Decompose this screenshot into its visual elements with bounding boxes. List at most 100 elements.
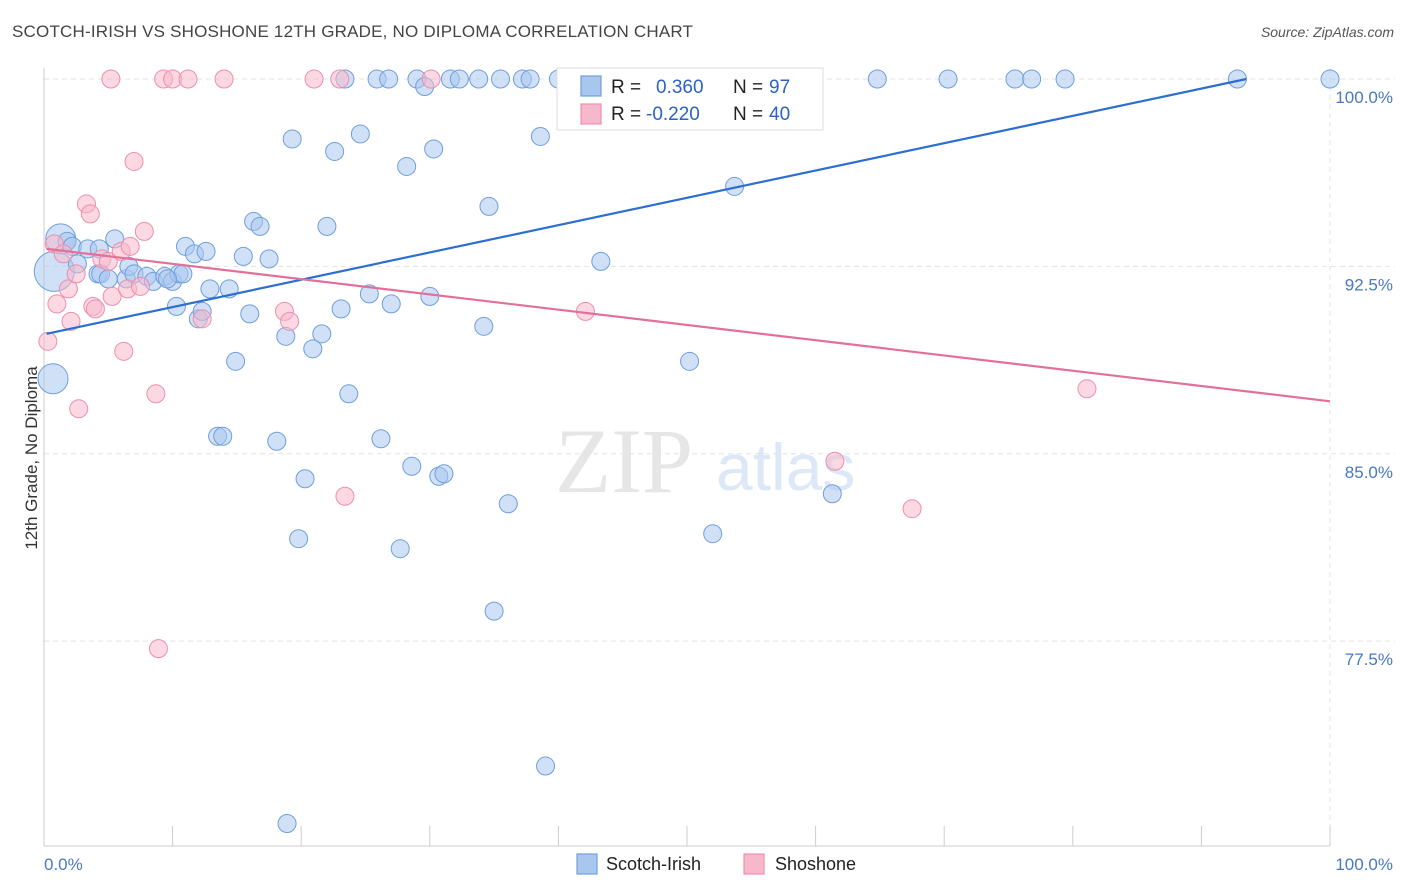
scotch-irish-point xyxy=(295,469,315,489)
shoshone-point xyxy=(1077,379,1097,399)
scotch-irish-point xyxy=(822,484,842,504)
legend-n-label-1: N = xyxy=(733,77,763,98)
scotch-irish-point xyxy=(277,814,297,834)
watermark-zip: ZIP xyxy=(555,410,693,512)
scotch-irish-point xyxy=(339,384,359,404)
shoshone-point xyxy=(192,309,212,329)
scotch-irish-point xyxy=(680,351,700,371)
shoshone-point xyxy=(47,294,67,314)
shoshone-point xyxy=(304,69,324,89)
scotch-irish-point xyxy=(434,464,454,484)
scotch-irish-point xyxy=(303,339,323,359)
shoshone-point xyxy=(85,299,105,319)
scotch-irish-point xyxy=(98,269,118,289)
bottom-legend-swatch-shoshone xyxy=(743,853,765,875)
scotch-irish-point xyxy=(479,196,499,216)
bottom-legend: Scotch-Irish Shoshone xyxy=(576,853,856,875)
shoshone-point xyxy=(101,69,121,89)
scotch-irish-point xyxy=(379,69,399,89)
scotch-irish-point xyxy=(867,69,887,89)
scotch-irish-point xyxy=(591,251,611,271)
shoshone-point xyxy=(66,264,86,284)
bottom-legend-label-shoshone: Shoshone xyxy=(775,854,856,874)
scotch-irish-point xyxy=(1005,69,1025,89)
scotch-irish-point xyxy=(282,129,302,149)
scotch-irish-point xyxy=(498,494,518,514)
scotch-irish-point xyxy=(267,431,287,451)
shoshone-point xyxy=(130,276,150,296)
scotch-irish-point xyxy=(530,126,550,146)
scotch-irish-point xyxy=(520,69,540,89)
y-axis-label: 12th Grade, No Diploma xyxy=(22,366,41,550)
shoshone-point xyxy=(80,204,100,224)
scotch-irish-point xyxy=(402,456,422,476)
bottom-legend-swatch-scotch-irish xyxy=(576,853,598,875)
scotch-irish-point xyxy=(1022,69,1042,89)
scotch-irish-point xyxy=(350,124,370,144)
y-tick-label: 85.0% xyxy=(1345,463,1393,482)
scotch-irish-point xyxy=(259,249,279,269)
legend-swatch-shoshone xyxy=(580,103,602,125)
legend-r-value-shoshone: -0.220 xyxy=(646,104,700,125)
shoshone-point xyxy=(825,451,845,471)
y-tick-label: 100.0% xyxy=(1335,88,1393,107)
shoshone-point xyxy=(53,244,73,264)
scotch-irish-point xyxy=(420,286,440,306)
scotch-irish-point xyxy=(157,269,177,289)
scotch-irish-point xyxy=(484,601,504,621)
trend-lines xyxy=(46,77,1331,403)
scotch-irish-point xyxy=(317,216,337,236)
scotch-irish-point xyxy=(196,241,216,261)
scotch-irish-point xyxy=(37,363,69,395)
shoshone-point xyxy=(330,69,350,89)
scotch-irish-point xyxy=(536,756,556,776)
scotch-irish-point xyxy=(381,294,401,314)
chart-title: SCOTCH-IRISH VS SHOSHONE 12TH GRADE, NO … xyxy=(12,22,694,41)
shoshone-point xyxy=(902,499,922,519)
legend-r-label-1: R = xyxy=(611,77,641,98)
shoshone-point xyxy=(69,399,89,419)
shoshone-point xyxy=(114,341,134,361)
shoshone-trend-line xyxy=(46,247,1331,403)
shoshone-point xyxy=(148,639,168,659)
scotch-irish-point xyxy=(200,279,220,299)
shoshone-point xyxy=(120,236,140,256)
shoshone-point xyxy=(134,221,154,241)
shoshone-point xyxy=(61,311,81,331)
scotch-irish-point xyxy=(325,141,345,161)
shoshone-points xyxy=(38,69,1097,659)
shoshone-point xyxy=(214,69,234,89)
scotch-irish-point xyxy=(474,316,494,336)
scotch-irish-point xyxy=(213,426,233,446)
scotch-irish-point xyxy=(359,284,379,304)
scotch-irish-point xyxy=(1055,69,1075,89)
legend-swatch-scotch-irish xyxy=(580,75,602,97)
shoshone-point xyxy=(178,69,198,89)
scotch-irish-point xyxy=(331,299,351,319)
scotch-irish-point xyxy=(424,139,444,159)
scotch-irish-point xyxy=(240,304,260,324)
legend-r-value-scotch-irish: 0.360 xyxy=(656,77,704,98)
shoshone-point xyxy=(421,69,441,89)
scotch-irish-point xyxy=(1320,69,1340,89)
chart-source: Source: ZipAtlas.com xyxy=(1260,24,1394,40)
y-tick-label: 77.5% xyxy=(1345,650,1393,669)
scotch-irish-point xyxy=(233,246,253,266)
scotch-irish-point xyxy=(226,351,246,371)
bottom-legend-label-scotch-irish: Scotch-Irish xyxy=(606,854,701,874)
legend-r-label-2: R = xyxy=(611,104,641,125)
shoshone-point xyxy=(58,279,78,299)
scotch-irish-point xyxy=(390,539,410,559)
scotch-irish-point xyxy=(397,156,417,176)
scotch-irish-point xyxy=(371,429,391,449)
shoshone-point xyxy=(38,331,58,351)
x-tick-label: 0.0% xyxy=(44,855,83,874)
scotch-irish-point xyxy=(250,216,270,236)
shoshone-point xyxy=(124,151,144,171)
legend-n-value-shoshone: 40 xyxy=(769,104,790,125)
scotch-irish-trend-line xyxy=(46,77,1247,335)
legend-n-value-scotch-irish: 97 xyxy=(769,77,790,98)
shoshone-point xyxy=(335,486,355,506)
scotch-irish-point xyxy=(469,69,489,89)
